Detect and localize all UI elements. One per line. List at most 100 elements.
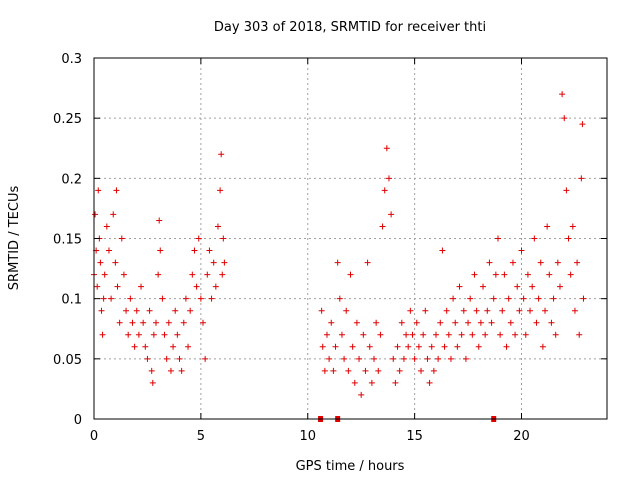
data-point <box>338 331 345 338</box>
data-point <box>133 307 140 314</box>
data-point <box>200 319 207 326</box>
chart-title: Day 303 of 2018, SRMTID for receiver tht… <box>214 20 486 35</box>
data-point <box>437 319 444 326</box>
data-point <box>524 271 531 278</box>
data-point <box>332 343 339 350</box>
grid <box>94 58 607 419</box>
data-point <box>217 187 224 194</box>
y-tick-label: 0.1 <box>61 293 82 308</box>
data-point <box>92 211 99 218</box>
data-point <box>373 319 380 326</box>
data-point <box>546 271 553 278</box>
data-point <box>193 283 200 290</box>
data-point <box>358 391 365 398</box>
data-point <box>97 259 104 266</box>
data-point <box>336 295 343 302</box>
data-point <box>454 343 461 350</box>
data-point <box>488 319 495 326</box>
data-point <box>554 259 561 266</box>
data-point <box>149 379 156 386</box>
data-point <box>531 235 538 242</box>
data-point <box>544 223 551 230</box>
data-point <box>490 295 497 302</box>
data-point <box>95 187 102 194</box>
data-point <box>191 247 198 254</box>
data-point <box>462 355 469 362</box>
data-point <box>161 331 168 338</box>
data-point <box>475 343 482 350</box>
x-tick-label: 15 <box>406 429 423 444</box>
data-point <box>520 295 527 302</box>
data-point <box>390 355 397 362</box>
y-tick-label: 0.15 <box>53 233 82 248</box>
data-point <box>221 259 228 266</box>
data-point <box>407 307 414 314</box>
data-point <box>559 91 566 98</box>
data-point <box>413 319 420 326</box>
data-point <box>405 343 412 350</box>
data-point <box>185 343 192 350</box>
data-point <box>326 355 333 362</box>
data-point <box>522 331 529 338</box>
data-point <box>334 259 341 266</box>
data-point <box>343 307 350 314</box>
data-point <box>170 343 177 350</box>
data-point <box>118 235 125 242</box>
data-point <box>112 259 119 266</box>
data-point <box>113 187 120 194</box>
data-point <box>456 283 463 290</box>
data-point <box>411 355 418 362</box>
data-point <box>159 295 166 302</box>
data-point <box>362 367 369 374</box>
data-point <box>441 343 448 350</box>
data-point <box>507 319 514 326</box>
data-point <box>123 307 130 314</box>
data-point <box>156 217 163 224</box>
data-point <box>360 331 367 338</box>
x-tick-label: 20 <box>513 429 530 444</box>
data-point <box>494 235 501 242</box>
data-point <box>204 271 211 278</box>
data-point <box>529 283 536 290</box>
data-point <box>569 223 576 230</box>
y-axis-label: SRMTID / TECUs <box>7 186 22 291</box>
data-point <box>430 367 437 374</box>
data-point <box>426 379 433 386</box>
data-point <box>484 307 491 314</box>
data-point <box>480 283 487 290</box>
data-point <box>381 187 388 194</box>
data-point <box>323 331 330 338</box>
data-point <box>469 331 476 338</box>
data-point <box>388 211 395 218</box>
data-point <box>353 319 360 326</box>
data-point <box>319 343 326 350</box>
data-point <box>174 331 181 338</box>
data-point <box>345 367 352 374</box>
x-axis-label: GPS time / hours <box>296 459 405 474</box>
data-point <box>403 331 410 338</box>
data-point <box>579 121 586 128</box>
y-tick-label: 0.3 <box>61 52 82 67</box>
data-point <box>561 115 568 122</box>
data-point <box>349 343 356 350</box>
data-point <box>512 331 519 338</box>
data-point <box>505 295 512 302</box>
data-point <box>578 175 585 182</box>
data-point <box>100 295 107 302</box>
data-point <box>509 259 516 266</box>
data-point <box>497 331 504 338</box>
data-point <box>503 343 510 350</box>
data-point <box>428 343 435 350</box>
y-tick-label: 0 <box>74 413 82 428</box>
data-point <box>368 379 375 386</box>
data-point <box>202 355 209 362</box>
data-point <box>347 271 354 278</box>
data-point <box>400 355 407 362</box>
data-point <box>129 319 136 326</box>
data-point <box>167 367 174 374</box>
y-tick-label: 0.05 <box>53 353 82 368</box>
data-point <box>146 307 153 314</box>
data-point <box>422 307 429 314</box>
data-point <box>398 319 405 326</box>
